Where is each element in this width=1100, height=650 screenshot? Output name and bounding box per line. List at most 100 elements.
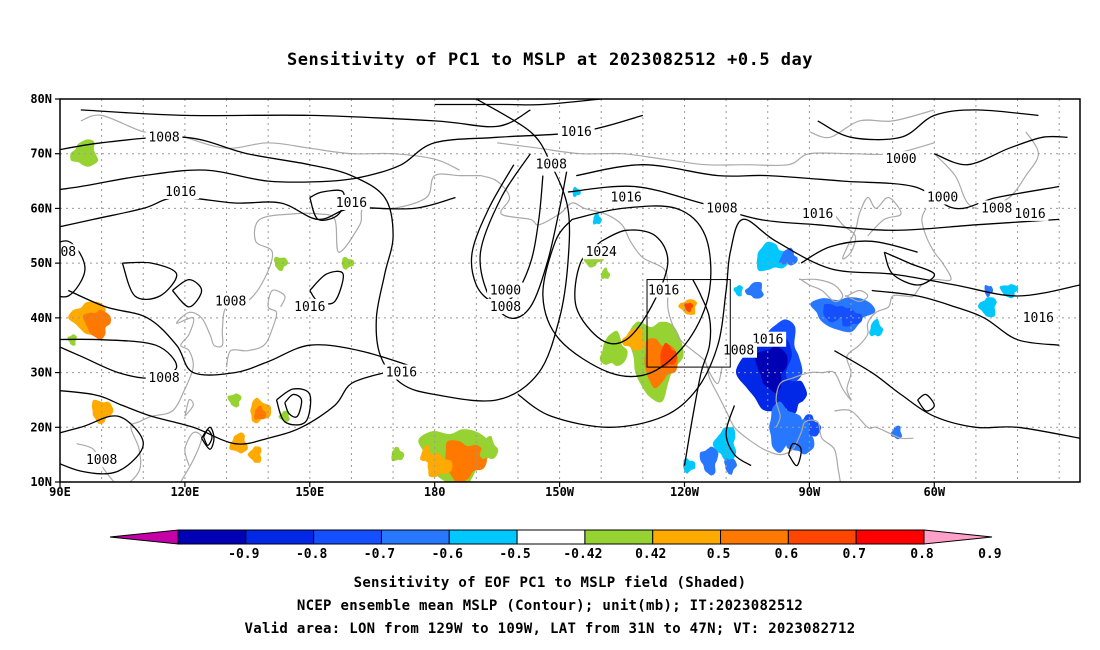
contour-label-bg	[162, 184, 200, 200]
isobar	[517, 218, 1080, 428]
sensitivity-patch	[600, 267, 611, 280]
contour-labels: 1008 1016 1008 1000 1016 1016 1016 1008 1016 1000…	[58, 123, 1057, 468]
coastline	[775, 208, 952, 428]
sensitivity-patch	[229, 432, 248, 454]
coastline	[80, 114, 460, 171]
sensitivity-patch	[445, 440, 487, 482]
contour-label-bg	[58, 244, 79, 260]
contour-label: 1000	[490, 284, 521, 299]
sensitivity-patch	[253, 405, 267, 420]
lat-tick-label: 30N	[30, 366, 52, 380]
isobar	[60, 371, 385, 445]
isobar	[470, 164, 544, 303]
isobar	[68, 289, 415, 376]
isobar	[800, 240, 918, 264]
contour-label: 1008	[215, 294, 246, 309]
sensitivity-patch	[621, 328, 646, 351]
lon-tick-label: 120E	[170, 485, 199, 499]
sensitivity-patch	[227, 393, 242, 408]
isobar	[121, 261, 178, 301]
sensitivity-patch	[427, 452, 453, 478]
map-frame	[59, 98, 1081, 483]
valid-area-box	[646, 279, 731, 368]
caption-valid-area: Valid area: LON from 129W to 109W, LAT f…	[244, 621, 856, 637]
sensitivity-patch	[841, 307, 863, 327]
isobar	[542, 205, 712, 378]
contour-label-bg	[1011, 205, 1049, 221]
lon-tick-label: 150E	[295, 485, 324, 499]
coastline	[809, 109, 935, 139]
lon-tick-label: 120W	[670, 485, 700, 499]
sensitivity-patch	[733, 285, 744, 297]
colorbar: -0.9 -0.8 -0.7 -0.6 -0.5 -0.42 0.42 0.5 0.6 0.7 0.…	[109, 529, 1002, 562]
gridlines	[60, 99, 1080, 482]
colorbar-segment	[177, 529, 247, 545]
sensitivity-patch	[724, 458, 737, 475]
lat-tick-label: 10N	[30, 475, 52, 489]
sensitivity-patch	[660, 342, 678, 368]
colorbar-segment	[245, 529, 315, 545]
contour-label: 1000	[885, 152, 916, 167]
sensitivity-patch	[247, 446, 262, 463]
colorbar-segment	[448, 529, 518, 545]
lon-tick-label: 60W	[923, 485, 945, 499]
contour-label: 1000	[927, 190, 958, 205]
contour-label: 1016	[1014, 207, 1045, 222]
isobar	[60, 415, 144, 475]
lat-tick-label: 70N	[30, 147, 52, 161]
contour-label-bg	[487, 298, 524, 314]
isobar	[203, 429, 213, 446]
contour-label-bg	[582, 244, 620, 260]
contour-label: 1008	[86, 453, 117, 468]
contour-label-bg	[532, 156, 570, 172]
contour-label-bg	[557, 123, 595, 139]
contour-label: 1016	[294, 300, 325, 315]
contour-label: 1016	[561, 125, 592, 140]
coastline	[834, 409, 914, 440]
contour-label-bg	[720, 342, 758, 358]
colorbar-label: 0.7	[842, 547, 865, 562]
lake-outline	[844, 289, 869, 303]
colorbar-label: -0.42	[563, 547, 602, 562]
sensitivity-patch	[479, 435, 499, 460]
sensitivity-patch	[273, 256, 289, 271]
contour-label-bg	[145, 370, 183, 386]
contour-label-bg	[978, 200, 1016, 216]
colorbar-segment	[652, 529, 722, 545]
colorbar-label: 0.8	[910, 547, 934, 562]
contour-label-bg	[382, 364, 420, 380]
isobar	[60, 240, 86, 298]
isobar	[80, 109, 531, 128]
contour-label: 1008	[536, 158, 567, 173]
isobar	[883, 251, 935, 286]
isobar	[60, 114, 644, 191]
contour-label-bg	[882, 151, 920, 167]
contour-label: 1016	[386, 366, 417, 381]
contour-label: 1016	[802, 207, 833, 222]
mslp-contours	[60, 99, 1080, 475]
contour-label: 1016	[165, 185, 196, 200]
contour-label-bg	[145, 129, 183, 145]
sensitivity-patch	[984, 284, 994, 298]
map-title: Sensitivity of PC1 to MSLP at 2023082512…	[286, 50, 813, 70]
contour-label-bg	[291, 298, 329, 314]
contour-label-bg	[83, 452, 121, 468]
isobar	[834, 350, 1080, 439]
colorbar-label: -0.9	[228, 547, 259, 562]
contour-label-bg	[645, 282, 683, 298]
lake-outline	[798, 278, 844, 303]
colorbar-label: -0.5	[499, 547, 530, 562]
sensitivity-patch	[977, 297, 997, 318]
contour-label-bg	[487, 282, 524, 298]
contour-label: 1008	[148, 130, 179, 145]
contour-label: 1016	[1023, 311, 1054, 326]
colorbar-label: -0.6	[432, 547, 463, 562]
caption-shaded: Sensitivity of EOF PC1 to MSLP field (Sh…	[353, 575, 747, 591]
contour-label: 08	[60, 245, 76, 260]
sensitivity-patch	[341, 256, 354, 270]
sensitivity-shading	[67, 139, 1019, 482]
isobar	[275, 388, 312, 426]
contour-label-bg	[333, 194, 370, 210]
